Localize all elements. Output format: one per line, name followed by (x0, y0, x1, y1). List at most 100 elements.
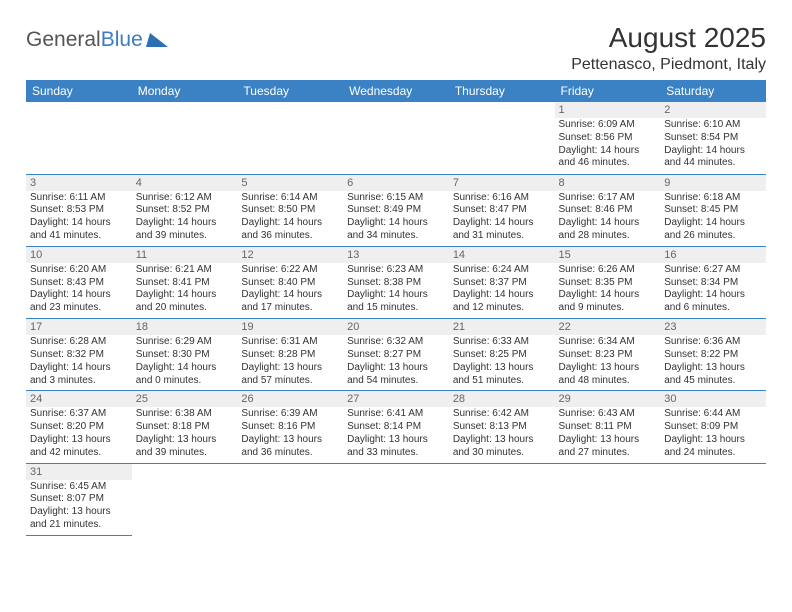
day-number: 27 (343, 391, 449, 407)
calendar-cell: 21Sunrise: 6:33 AMSunset: 8:25 PMDayligh… (449, 319, 555, 391)
daylight-line: Daylight: 13 hours and 51 minutes. (453, 362, 551, 388)
daylight-line: Daylight: 13 hours and 39 minutes. (136, 434, 234, 460)
sunset-line: Sunset: 8:28 PM (241, 349, 339, 362)
sunrise-line: Sunrise: 6:45 AM (30, 481, 128, 494)
weekday-header: Wednesday (343, 80, 449, 102)
day-number: 26 (237, 391, 343, 407)
sunrise-line: Sunrise: 6:38 AM (136, 408, 234, 421)
month-title: August 2025 (571, 22, 766, 54)
sunset-line: Sunset: 8:47 PM (453, 204, 551, 217)
calendar-cell: 12Sunrise: 6:22 AMSunset: 8:40 PMDayligh… (237, 246, 343, 318)
calendar-cell: 15Sunrise: 6:26 AMSunset: 8:35 PMDayligh… (555, 246, 661, 318)
daylight-line: Daylight: 14 hours and 0 minutes. (136, 362, 234, 388)
daylight-line: Daylight: 14 hours and 9 minutes. (559, 289, 657, 315)
sunset-line: Sunset: 8:35 PM (559, 277, 657, 290)
weekday-header: Friday (555, 80, 661, 102)
sunset-line: Sunset: 8:46 PM (559, 204, 657, 217)
sunset-line: Sunset: 8:41 PM (136, 277, 234, 290)
calendar-cell: 14Sunrise: 6:24 AMSunset: 8:37 PMDayligh… (449, 246, 555, 318)
day-number: 19 (237, 319, 343, 335)
sunrise-line: Sunrise: 6:44 AM (664, 408, 762, 421)
day-number: 8 (555, 175, 661, 191)
logo-text-1: General (26, 28, 101, 52)
sunrise-line: Sunrise: 6:29 AM (136, 336, 234, 349)
sunset-line: Sunset: 8:11 PM (559, 421, 657, 434)
sunrise-line: Sunrise: 6:42 AM (453, 408, 551, 421)
daylight-line: Daylight: 14 hours and 39 minutes. (136, 217, 234, 243)
daylight-line: Daylight: 14 hours and 17 minutes. (241, 289, 339, 315)
daylight-line: Daylight: 13 hours and 48 minutes. (559, 362, 657, 388)
calendar-cell: 29Sunrise: 6:43 AMSunset: 8:11 PMDayligh… (555, 391, 661, 463)
calendar-cell: 2Sunrise: 6:10 AMSunset: 8:54 PMDaylight… (660, 102, 766, 174)
sunrise-line: Sunrise: 6:36 AM (664, 336, 762, 349)
calendar-cell: 26Sunrise: 6:39 AMSunset: 8:16 PMDayligh… (237, 391, 343, 463)
sunrise-line: Sunrise: 6:26 AM (559, 264, 657, 277)
sunrise-line: Sunrise: 6:09 AM (559, 119, 657, 132)
calendar-cell (449, 463, 555, 535)
calendar-cell: 3Sunrise: 6:11 AMSunset: 8:53 PMDaylight… (26, 174, 132, 246)
daylight-line: Daylight: 14 hours and 12 minutes. (453, 289, 551, 315)
day-number: 22 (555, 319, 661, 335)
sunrise-line: Sunrise: 6:34 AM (559, 336, 657, 349)
calendar-cell: 22Sunrise: 6:34 AMSunset: 8:23 PMDayligh… (555, 319, 661, 391)
logo-text-2: Blue (101, 28, 143, 52)
calendar-body: 1Sunrise: 6:09 AMSunset: 8:56 PMDaylight… (26, 102, 766, 535)
calendar-cell: 31Sunrise: 6:45 AMSunset: 8:07 PMDayligh… (26, 463, 132, 535)
calendar-cell (132, 463, 238, 535)
sunrise-line: Sunrise: 6:18 AM (664, 192, 762, 205)
sunset-line: Sunset: 8:23 PM (559, 349, 657, 362)
sunset-line: Sunset: 8:52 PM (136, 204, 234, 217)
daylight-line: Daylight: 14 hours and 26 minutes. (664, 217, 762, 243)
sunrise-line: Sunrise: 6:32 AM (347, 336, 445, 349)
location: Pettenasco, Piedmont, Italy (571, 56, 766, 74)
day-number: 10 (26, 247, 132, 263)
calendar-cell: 7Sunrise: 6:16 AMSunset: 8:47 PMDaylight… (449, 174, 555, 246)
sunset-line: Sunset: 8:16 PM (241, 421, 339, 434)
sunrise-line: Sunrise: 6:41 AM (347, 408, 445, 421)
daylight-line: Daylight: 13 hours and 54 minutes. (347, 362, 445, 388)
sunset-line: Sunset: 8:40 PM (241, 277, 339, 290)
calendar-cell: 19Sunrise: 6:31 AMSunset: 8:28 PMDayligh… (237, 319, 343, 391)
title-block: August 2025 Pettenasco, Piedmont, Italy (571, 22, 766, 74)
day-number: 9 (660, 175, 766, 191)
sunrise-line: Sunrise: 6:17 AM (559, 192, 657, 205)
calendar-cell: 5Sunrise: 6:14 AMSunset: 8:50 PMDaylight… (237, 174, 343, 246)
daylight-line: Daylight: 14 hours and 34 minutes. (347, 217, 445, 243)
sunrise-line: Sunrise: 6:16 AM (453, 192, 551, 205)
calendar-cell (26, 102, 132, 174)
daylight-line: Daylight: 13 hours and 27 minutes. (559, 434, 657, 460)
sunset-line: Sunset: 8:13 PM (453, 421, 551, 434)
daylight-line: Daylight: 13 hours and 45 minutes. (664, 362, 762, 388)
calendar-cell: 30Sunrise: 6:44 AMSunset: 8:09 PMDayligh… (660, 391, 766, 463)
daylight-line: Daylight: 13 hours and 33 minutes. (347, 434, 445, 460)
daylight-line: Daylight: 14 hours and 6 minutes. (664, 289, 762, 315)
sunset-line: Sunset: 8:43 PM (30, 277, 128, 290)
sunrise-line: Sunrise: 6:24 AM (453, 264, 551, 277)
calendar-cell: 28Sunrise: 6:42 AMSunset: 8:13 PMDayligh… (449, 391, 555, 463)
sunset-line: Sunset: 8:37 PM (453, 277, 551, 290)
day-number: 16 (660, 247, 766, 263)
day-number: 2 (660, 102, 766, 118)
calendar-cell: 11Sunrise: 6:21 AMSunset: 8:41 PMDayligh… (132, 246, 238, 318)
sunset-line: Sunset: 8:30 PM (136, 349, 234, 362)
sunrise-line: Sunrise: 6:28 AM (30, 336, 128, 349)
day-number: 24 (26, 391, 132, 407)
calendar-header-row: SundayMondayTuesdayWednesdayThursdayFrid… (26, 80, 766, 102)
calendar-cell: 10Sunrise: 6:20 AMSunset: 8:43 PMDayligh… (26, 246, 132, 318)
day-number: 15 (555, 247, 661, 263)
sunrise-line: Sunrise: 6:14 AM (241, 192, 339, 205)
calendar-cell: 13Sunrise: 6:23 AMSunset: 8:38 PMDayligh… (343, 246, 449, 318)
calendar-cell: 27Sunrise: 6:41 AMSunset: 8:14 PMDayligh… (343, 391, 449, 463)
sunset-line: Sunset: 8:50 PM (241, 204, 339, 217)
weekday-header: Saturday (660, 80, 766, 102)
calendar-cell: 17Sunrise: 6:28 AMSunset: 8:32 PMDayligh… (26, 319, 132, 391)
calendar-cell: 20Sunrise: 6:32 AMSunset: 8:27 PMDayligh… (343, 319, 449, 391)
calendar-cell: 1Sunrise: 6:09 AMSunset: 8:56 PMDaylight… (555, 102, 661, 174)
day-number: 13 (343, 247, 449, 263)
sunrise-line: Sunrise: 6:21 AM (136, 264, 234, 277)
daylight-line: Daylight: 13 hours and 21 minutes. (30, 506, 128, 532)
sunset-line: Sunset: 8:56 PM (559, 132, 657, 145)
daylight-line: Daylight: 14 hours and 46 minutes. (559, 145, 657, 171)
sunrise-line: Sunrise: 6:12 AM (136, 192, 234, 205)
sunrise-line: Sunrise: 6:39 AM (241, 408, 339, 421)
